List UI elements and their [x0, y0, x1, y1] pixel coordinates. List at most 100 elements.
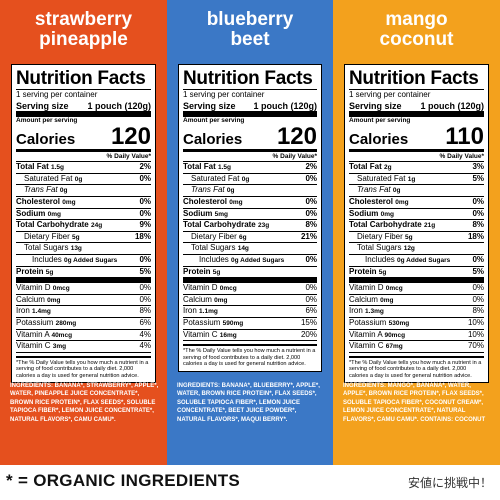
nutrient-row: Protein 5g 5% — [349, 267, 484, 284]
nutrient-label: Saturated Fat — [357, 173, 406, 183]
nutrient-dv: 0% — [305, 196, 317, 206]
nutrient-name: Total Carbohydrate 24g — [16, 220, 102, 231]
vitamin-amount: 590mg — [222, 319, 244, 327]
nutrient-dv: 18% — [467, 231, 484, 241]
vitamin-dv: 10% — [467, 317, 484, 327]
vitamin-label: Iron — [183, 306, 197, 316]
nutrient-row: Protein 5g — [183, 267, 317, 284]
vitamin-row: Vitamin C 16mg 20% — [183, 330, 317, 342]
nutrient-dv: 2% — [305, 162, 317, 172]
nutrient-dv: 18% — [134, 231, 151, 241]
nutrition-title: Nutrition Facts — [349, 68, 484, 90]
vitamin-amount: 16mg — [219, 331, 237, 339]
vitamin-row: Iron 1.1mg 6% — [183, 306, 317, 318]
nutrient-name: Includes 0g Added Sugars — [199, 255, 284, 266]
nutrient-dv: 5% — [472, 266, 484, 276]
vitamin-row: Vitamin D 0mcg 0% — [183, 283, 317, 295]
flavor-name-line: blueberry — [206, 9, 294, 30]
nutrient-amount: 1.5g — [50, 164, 64, 172]
vitamin-dv: 15% — [300, 317, 317, 327]
vitamin-label: Calcium — [183, 294, 212, 304]
nutrient-label: Protein — [16, 266, 44, 276]
nutrient-name: Total Sugars 12g — [357, 243, 415, 254]
nutrient-label: Total Fat — [16, 162, 49, 172]
vitamin-label: Vitamin D — [183, 283, 218, 293]
nutrient-dv: 0% — [472, 254, 484, 264]
vitamin-amount: 280mg — [55, 319, 77, 327]
nutrient-row: Total Sugars 13g — [16, 243, 151, 255]
vitamin-row: Vitamin A 40mcg 4% — [16, 330, 151, 342]
calories-row: Calories 120 — [16, 125, 151, 153]
servings: 1 serving per container — [16, 90, 98, 99]
nutrient-amount: 0mg — [47, 210, 61, 218]
nutrient-row: Cholesterol 0mg 0% — [16, 197, 151, 209]
servings: 1 serving per container — [183, 90, 265, 99]
nutrient-row: Sodium 0mg 0% — [349, 209, 484, 221]
nutrition-title: Nutrition Facts — [16, 68, 151, 90]
nutrient-label: Includes — [365, 254, 395, 264]
nutrient-dv: 0% — [305, 173, 317, 183]
nutrition-label: Nutrition Facts 1 serving per container Se… — [344, 64, 489, 384]
vitamin-label: Potassium — [183, 317, 221, 327]
vitamin-label: Calcium — [349, 294, 378, 304]
nutrient-dv: 0% — [139, 208, 151, 218]
flavor-name-line: coconut — [379, 29, 454, 50]
vitamin-name: Vitamin C 67mg — [349, 341, 403, 352]
vitamin-amount: 0mg — [47, 296, 61, 304]
vitamin-label: Vitamin D — [349, 283, 384, 293]
nutrient-name: Includes 0g Added Sugars — [32, 255, 117, 266]
nutrient-amount: 5g — [45, 268, 54, 276]
nutrient-label: Cholesterol — [183, 196, 228, 206]
nutrient-dv: 0% — [472, 208, 484, 218]
nutrient-name: Includes 0g Added Sugars — [365, 255, 450, 266]
flavor-name: blueberry beet — [167, 10, 333, 56]
vitamin-dv: 70% — [467, 341, 484, 351]
nutrient-label: Trans Fat — [357, 185, 391, 195]
nutrient-row: Saturated Fat 0g 0% — [16, 174, 151, 186]
nutrient-dv: 3% — [472, 162, 484, 172]
vitamin-dv: 0% — [139, 294, 151, 304]
nutrient-name: Sodium 0mg — [349, 209, 394, 220]
flavor-name: strawberry pineapple — [0, 10, 167, 56]
nutrient-label: Total Fat — [349, 162, 382, 172]
calories-label: Calories — [349, 131, 409, 149]
vitamin-row: Vitamin C 67mg 70% — [349, 341, 484, 353]
nutrient-row: Total Carbohydrate 23g 8% — [183, 220, 317, 232]
vitamin-name: Vitamin A 90mcg — [349, 330, 405, 341]
dv-header: % Daily Value* — [16, 152, 151, 163]
nutrient-amount: 0g — [392, 187, 401, 195]
product-panel: mango coconut Nutrition Facts 1 serving per… — [333, 0, 500, 465]
nutrient-amount: 5g — [405, 233, 413, 241]
flavor-name-line: pineapple — [39, 29, 128, 50]
vitamin-name: Iron 1.4mg — [16, 306, 51, 317]
nutrient-row: Total Fat 1.5g 2% — [16, 162, 151, 174]
nutrient-dv: 5% — [139, 266, 151, 276]
nutrient-amount: 21g — [423, 222, 436, 230]
nutrition-label: Nutrition Facts 1 serving per container Se… — [11, 64, 156, 384]
vitamin-row: Vitamin D 0mcg 0% — [349, 283, 484, 295]
nutrient-label: Trans Fat — [24, 185, 58, 195]
vitamin-amount: 0mg — [214, 296, 228, 304]
ingredients: INGREDIENTS: BANANA*, BLUEBERRY*, APPLE*… — [177, 383, 320, 423]
nutrient-name: Cholesterol 0mg — [16, 197, 76, 208]
organic-legend: * = ORGANIC INGREDIENTS — [6, 471, 241, 490]
vitamin-dv: 0% — [305, 294, 317, 304]
vitamin-row: Calcium 0mg 0% — [349, 295, 484, 307]
nutrient-label: Total Sugars — [357, 243, 402, 253]
nutrient-name: Sodium 0mg — [16, 209, 61, 220]
vitamin-name: Vitamin C 16mg — [183, 330, 237, 341]
vitamin-label: Potassium — [16, 317, 54, 327]
badge-text: 安値に挑戦中！ — [407, 476, 492, 490]
vitamin-amount: 1.1mg — [199, 308, 218, 316]
nutrient-row: Cholesterol 0mg 0% — [349, 197, 484, 209]
nutrient-name: Total Fat 2g — [349, 162, 392, 173]
nutrient-amount: 0g Added Sugars — [64, 256, 118, 264]
nutrient-dv: 8% — [472, 220, 484, 230]
vitamin-amount: 1.4mg — [32, 308, 51, 316]
vitamin-row: Vitamin D 0mcg 0% — [16, 283, 151, 295]
vitamin-row: Potassium 530mg 10% — [349, 318, 484, 330]
nutrient-row: Dietary Fiber 5g 18% — [16, 232, 151, 244]
serving-size: 1 pouch (120g) — [87, 100, 151, 111]
vitamin-label: Iron — [16, 306, 30, 316]
